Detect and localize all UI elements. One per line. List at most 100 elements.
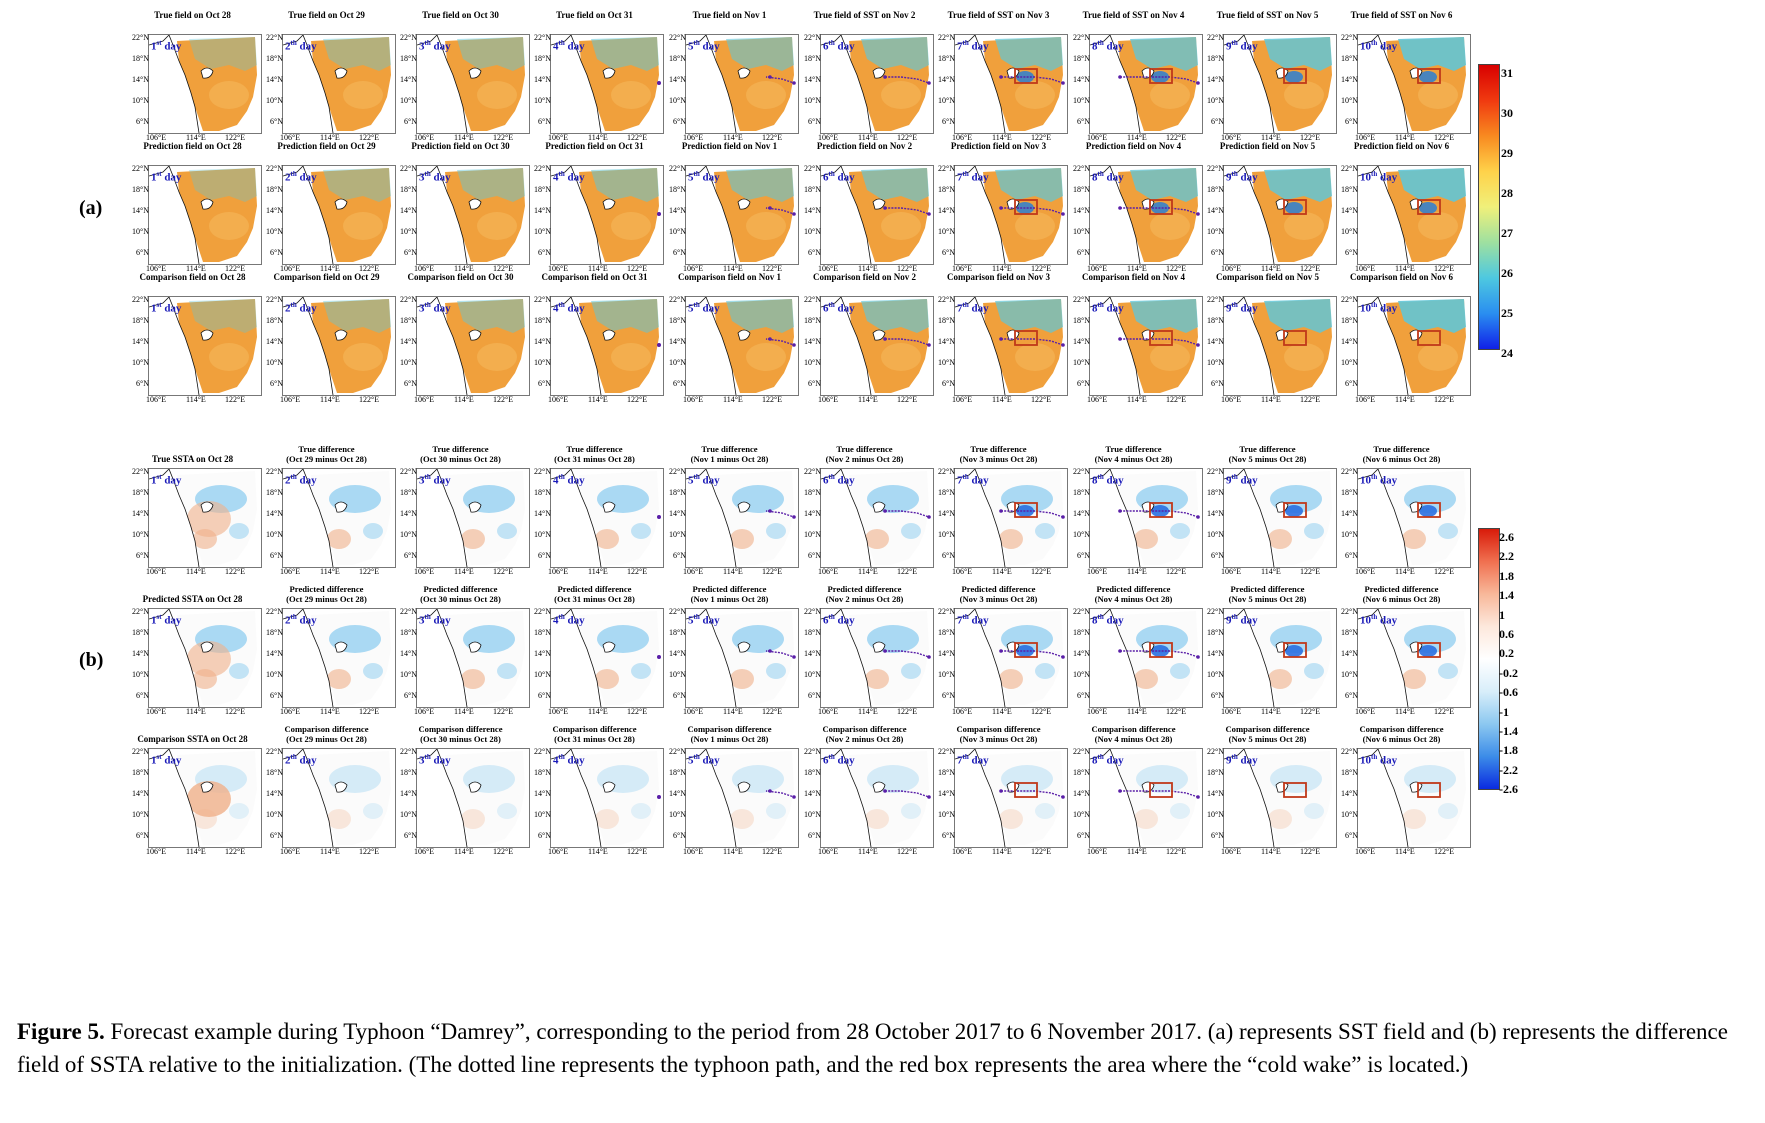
ssta-panel: Predicted difference (Nov 5 minus Oct 28)…: [1197, 584, 1338, 720]
lat-tick: 22°N: [266, 747, 283, 756]
sst-map: [550, 608, 664, 708]
lat-tick: 6°N: [808, 691, 821, 700]
lat-tick: 10°N: [1341, 670, 1358, 679]
sst-map: [820, 34, 934, 134]
forecast-day-label: 5th day: [688, 170, 720, 184]
lon-tick: 122°E: [359, 707, 380, 716]
sst-map: [820, 468, 934, 568]
lon-tick: 114°E: [992, 707, 1012, 716]
lon-tick: 122°E: [1166, 395, 1187, 404]
lon-tick: 114°E: [858, 707, 878, 716]
sst-panel: Prediction field on Nov 5 22°N 18°N 14°N 10…: [1197, 141, 1338, 277]
lat-tick: 14°N: [400, 337, 417, 346]
lat-tick: 6°N: [1211, 379, 1224, 388]
sst-colorbar-tick: 30: [1501, 106, 1513, 120]
lat-tick: 18°N: [132, 185, 149, 194]
lat-tick: 14°N: [534, 649, 551, 658]
lon-tick: 106°E: [1221, 264, 1242, 273]
lon-tick: 106°E: [952, 133, 973, 142]
lon-tick: 114°E: [1261, 133, 1281, 142]
ssta-colorbar-tick: -1: [1499, 704, 1509, 719]
forecast-day-label: 5th day: [688, 613, 720, 627]
ssta-panel: Comparison difference (Nov 1 minus Oct 28…: [659, 724, 800, 860]
lat-tick: 14°N: [669, 509, 686, 518]
lon-tick: 122°E: [493, 847, 514, 856]
lon-tick: 122°E: [1300, 264, 1321, 273]
lat-tick: 6°N: [1345, 831, 1358, 840]
sst-map: [148, 748, 262, 848]
lat-tick: 22°N: [669, 467, 686, 476]
lat-tick: 10°N: [804, 670, 821, 679]
lat-tick: 6°N: [1077, 831, 1090, 840]
lat-tick: 10°N: [804, 358, 821, 367]
sst-panel: Prediction field on Oct 31 22°N 18°N 14°N 1…: [524, 141, 665, 277]
panel-title: True difference (Oct 31 minus Oct 28): [554, 444, 635, 464]
panel-title: Predicted difference (Nov 2 minus Oct 28): [825, 584, 904, 604]
lat-tick: 14°N: [266, 509, 283, 518]
panel-title: True field on Oct 29: [288, 10, 365, 20]
lon-tick: 106°E: [683, 395, 704, 404]
lat-tick: 10°N: [1073, 358, 1090, 367]
sst-colorbar-tick: 25: [1501, 306, 1513, 320]
panel-title: Prediction field on Nov 5: [1219, 141, 1316, 151]
lat-tick: 10°N: [938, 810, 955, 819]
lon-tick: 122°E: [225, 395, 246, 404]
sst-map: [282, 468, 396, 568]
lon-tick: 122°E: [762, 395, 783, 404]
panel-title: Prediction field on Nov 4: [1085, 141, 1182, 151]
ssta-panel: Comparison difference (Nov 5 minus Oct 28…: [1197, 724, 1338, 860]
lat-tick: 18°N: [400, 54, 417, 63]
lat-tick: 22°N: [400, 607, 417, 616]
lat-tick: 18°N: [400, 185, 417, 194]
lat-tick: 6°N: [1077, 117, 1090, 126]
sst-panel: Comparison field on Nov 4 22°N 18°N 14°N 10…: [1063, 272, 1204, 408]
panel-title: Prediction field on Oct 30: [411, 141, 510, 151]
lat-tick: 6°N: [942, 117, 955, 126]
lon-tick: 114°E: [588, 395, 608, 404]
forecast-day-label: 4th day: [553, 39, 585, 53]
lat-tick: 14°N: [132, 789, 149, 798]
forecast-day-label: 8th day: [1092, 170, 1124, 184]
lon-tick: 122°E: [1434, 707, 1455, 716]
panel-title: Predicted difference (Nov 5 minus Oct 28): [1228, 584, 1307, 604]
panel-title: Predicted difference (Nov 4 minus Oct 28): [1094, 584, 1173, 604]
lon-tick: 114°E: [1127, 264, 1147, 273]
lat-tick: 14°N: [938, 509, 955, 518]
lon-tick: 122°E: [493, 395, 514, 404]
lat-tick: 18°N: [1207, 316, 1224, 325]
lat-tick: 10°N: [1207, 96, 1224, 105]
lat-tick: 22°N: [534, 747, 551, 756]
panel-title: True SSTA on Oct 28: [151, 454, 234, 464]
lon-tick: 106°E: [1087, 133, 1108, 142]
lon-tick: 106°E: [818, 264, 839, 273]
lon-tick: 106°E: [1221, 707, 1242, 716]
lat-tick: 10°N: [400, 227, 417, 236]
lat-tick: 22°N: [938, 295, 955, 304]
lat-tick: 10°N: [132, 810, 149, 819]
forecast-day-label: 9th day: [1226, 301, 1258, 315]
lon-tick: 114°E: [588, 707, 608, 716]
lat-tick: 14°N: [400, 789, 417, 798]
lat-tick: 14°N: [534, 789, 551, 798]
ssta-colorbar-tick: -0.2: [1499, 665, 1518, 680]
sst-panel: Prediction field on Oct 28 22°N 18°N 14°N 1…: [122, 141, 263, 277]
lon-tick: 114°E: [186, 567, 206, 576]
lat-tick: 18°N: [804, 628, 821, 637]
sst-panel: Comparison field on Nov 2 22°N 18°N 14°N 10…: [794, 272, 935, 408]
lat-tick: 14°N: [1341, 337, 1358, 346]
lon-tick: 106°E: [280, 707, 301, 716]
forecast-day-label: 8th day: [1092, 753, 1124, 767]
lat-tick: 22°N: [400, 33, 417, 42]
sst-map: [416, 296, 530, 396]
lon-tick: 122°E: [627, 707, 648, 716]
sst-panel: True field of SST on Nov 6 22°N 18°N 14°N 1…: [1331, 10, 1472, 146]
panel-title: True field of SST on Nov 4: [1082, 10, 1185, 20]
lon-tick: 122°E: [1434, 264, 1455, 273]
lon-tick: 122°E: [1031, 567, 1052, 576]
forecast-day-label: 3th day: [419, 613, 451, 627]
lat-tick: 18°N: [400, 768, 417, 777]
lat-tick: 14°N: [938, 337, 955, 346]
lon-tick: 122°E: [1300, 567, 1321, 576]
lon-tick: 122°E: [1300, 847, 1321, 856]
lat-tick: 6°N: [136, 379, 149, 388]
